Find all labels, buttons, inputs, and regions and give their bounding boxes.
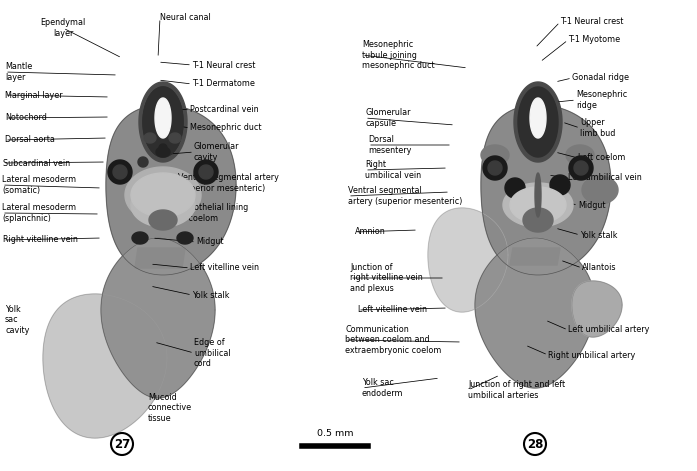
Text: Left umbilical artery: Left umbilical artery xyxy=(568,325,650,334)
Text: Lateral mesoderm
(somatic): Lateral mesoderm (somatic) xyxy=(2,175,76,195)
Polygon shape xyxy=(156,147,170,157)
Text: T-1 Myotome: T-1 Myotome xyxy=(568,35,620,44)
Polygon shape xyxy=(574,161,588,175)
Text: Mesothelial lining
of coelom: Mesothelial lining of coelom xyxy=(178,203,248,223)
Polygon shape xyxy=(113,165,127,179)
Text: Left vitelline vein: Left vitelline vein xyxy=(358,306,427,315)
Text: Midgut: Midgut xyxy=(196,237,224,246)
Polygon shape xyxy=(514,82,562,162)
Text: Midgut: Midgut xyxy=(578,201,606,210)
Text: Mesonephric
ridge: Mesonephric ridge xyxy=(576,90,627,110)
Polygon shape xyxy=(101,238,215,398)
Text: Yolk
sac
cavity: Yolk sac cavity xyxy=(5,305,29,335)
Text: Yolk stalk: Yolk stalk xyxy=(580,230,618,239)
Text: Junction of right and left
umbilical arteries: Junction of right and left umbilical art… xyxy=(468,380,565,400)
Polygon shape xyxy=(503,183,573,227)
Polygon shape xyxy=(143,87,183,157)
Polygon shape xyxy=(428,208,508,312)
Polygon shape xyxy=(138,157,148,167)
Text: T-1 Neural crest: T-1 Neural crest xyxy=(560,17,623,26)
Text: Communication
between coelom and
extraembryonic coelom: Communication between coelom and extraem… xyxy=(345,325,441,355)
Polygon shape xyxy=(108,160,132,184)
Text: Right umbilical artery: Right umbilical artery xyxy=(548,350,635,359)
Text: 0.5 mm: 0.5 mm xyxy=(316,429,353,438)
Text: T-1 Dermatome: T-1 Dermatome xyxy=(192,80,255,89)
Text: Glomerular
capsule: Glomerular capsule xyxy=(365,108,411,128)
Text: Dorsal aorta: Dorsal aorta xyxy=(5,136,55,145)
Polygon shape xyxy=(125,167,201,223)
Polygon shape xyxy=(510,187,566,223)
Text: Mantle
layer: Mantle layer xyxy=(5,62,32,81)
Polygon shape xyxy=(155,98,171,138)
Polygon shape xyxy=(475,238,595,388)
Text: Left vitelline vein: Left vitelline vein xyxy=(190,263,259,273)
Polygon shape xyxy=(488,161,502,175)
Polygon shape xyxy=(132,232,148,244)
Text: Amnion: Amnion xyxy=(355,227,385,236)
Text: Subcardinal vein: Subcardinal vein xyxy=(3,159,70,168)
Polygon shape xyxy=(569,156,593,180)
Polygon shape xyxy=(143,87,183,157)
Text: Notochord: Notochord xyxy=(5,114,47,122)
Text: Mucoid
connective
tissue: Mucoid connective tissue xyxy=(148,393,192,423)
Text: Glomerular
cavity: Glomerular cavity xyxy=(194,142,240,162)
Polygon shape xyxy=(135,248,185,268)
Polygon shape xyxy=(481,145,509,165)
Text: Ventral segmental artery
(superior mesenteric): Ventral segmental artery (superior mesen… xyxy=(178,173,279,193)
Polygon shape xyxy=(550,175,570,195)
Polygon shape xyxy=(566,145,594,165)
Polygon shape xyxy=(131,183,195,227)
Text: Neural canal: Neural canal xyxy=(160,14,210,23)
Text: Edge of
umbilical
cord: Edge of umbilical cord xyxy=(194,338,231,368)
Text: Ependymal
layer: Ependymal layer xyxy=(40,18,86,38)
Text: Dorsal
mesentery: Dorsal mesentery xyxy=(368,135,411,154)
Text: 28: 28 xyxy=(527,438,543,450)
Text: 27: 27 xyxy=(114,438,130,450)
Text: Right vitelline vein: Right vitelline vein xyxy=(3,236,78,244)
Polygon shape xyxy=(177,232,193,244)
Text: Left umbilical vein: Left umbilical vein xyxy=(568,173,642,182)
Text: T-1 Neural crest: T-1 Neural crest xyxy=(192,60,255,70)
Polygon shape xyxy=(149,210,177,230)
Polygon shape xyxy=(106,105,236,275)
Polygon shape xyxy=(43,294,167,438)
Text: Upper
limb bud: Upper limb bud xyxy=(580,118,615,138)
Polygon shape xyxy=(481,105,611,275)
Text: Postcardinal vein: Postcardinal vein xyxy=(190,106,259,114)
Text: Mesonephric duct: Mesonephric duct xyxy=(190,123,261,132)
Polygon shape xyxy=(510,248,560,265)
Polygon shape xyxy=(131,173,195,217)
Polygon shape xyxy=(505,178,525,198)
Text: Yolk sac
endoderm: Yolk sac endoderm xyxy=(362,378,404,398)
Text: Mesonephric
tubule joining
mesonephric duct: Mesonephric tubule joining mesonephric d… xyxy=(362,40,435,70)
Text: Lateral mesoderm
(splanchnic): Lateral mesoderm (splanchnic) xyxy=(2,203,76,223)
Polygon shape xyxy=(139,82,187,162)
Text: Allantois: Allantois xyxy=(582,263,617,273)
Polygon shape xyxy=(523,208,553,232)
Text: Ventral segmental
artery (superior mesenteric): Ventral segmental artery (superior mesen… xyxy=(348,187,462,206)
Polygon shape xyxy=(159,144,167,152)
Polygon shape xyxy=(535,173,541,217)
Polygon shape xyxy=(199,165,213,179)
Text: Right
umbilical vein: Right umbilical vein xyxy=(365,160,421,180)
Polygon shape xyxy=(518,87,558,157)
Text: Yolk stalk: Yolk stalk xyxy=(192,291,229,300)
Polygon shape xyxy=(582,176,618,204)
Polygon shape xyxy=(169,133,181,143)
Text: Marginal layer: Marginal layer xyxy=(5,90,63,99)
Polygon shape xyxy=(194,160,218,184)
Polygon shape xyxy=(144,133,156,143)
Polygon shape xyxy=(530,98,546,138)
Polygon shape xyxy=(572,281,622,337)
Polygon shape xyxy=(483,156,507,180)
Text: Gonadal ridge: Gonadal ridge xyxy=(572,73,629,82)
Text: Junction of
right vitelline vein
and plexus: Junction of right vitelline vein and ple… xyxy=(350,263,423,293)
Text: Left coelom: Left coelom xyxy=(578,154,625,162)
